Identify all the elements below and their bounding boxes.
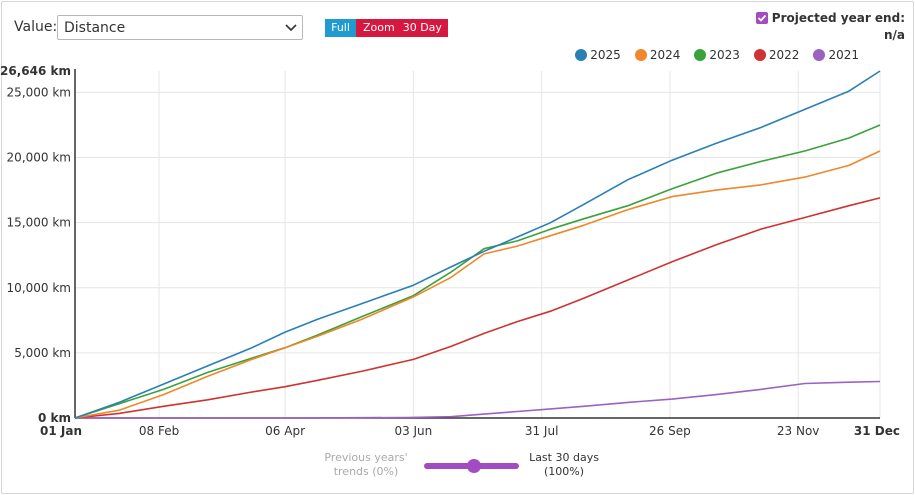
x-tick-label: 01 Jan	[40, 424, 82, 438]
x-tick-label: 03 Jun	[394, 424, 432, 438]
series-line-2025	[74, 70, 881, 419]
metric-select-value: Distance	[64, 20, 126, 36]
projected-checkbox[interactable]	[755, 12, 768, 24]
slider-right-line-1: Last 30 days	[529, 451, 599, 464]
x-tick-label: 31 Dec	[854, 424, 900, 438]
legend-label: 2023	[709, 48, 740, 62]
legend-dot-icon	[694, 49, 707, 61]
legend-dot-icon	[575, 49, 588, 61]
x-tick-label: 06 Apr	[265, 424, 305, 438]
zoom-button[interactable]: Zoom	[356, 19, 399, 37]
x-tick-label: 26 Sep	[649, 424, 691, 438]
legend-item-2021[interactable]: 2021	[813, 48, 859, 62]
y-tick-label: 10,000 km	[7, 281, 71, 295]
legend-dot-icon	[753, 49, 766, 61]
legend-label: 2025	[590, 48, 621, 62]
slider-right-label: Last 30 days (100%)	[519, 451, 609, 479]
y-tick-label: 20,000 km	[7, 151, 71, 165]
legend-item-2022[interactable]: 2022	[753, 48, 800, 62]
series-line-2022	[74, 197, 881, 419]
slider-right-line-2: (100%)	[543, 465, 585, 478]
y-max-label: 26,646 km	[0, 64, 71, 78]
legend-label: 2022	[768, 48, 800, 62]
legend-item-2023[interactable]: 2023	[694, 48, 740, 62]
series-line-2021	[75, 380, 881, 419]
legend-item-2025[interactable]: 2025	[575, 48, 621, 62]
slider-left-label: Previous years' trends (0%)	[318, 451, 414, 479]
slider-left-line-1: Previous years'	[324, 451, 408, 464]
metric-select[interactable]: Distance	[57, 15, 303, 40]
legend-label: 2024	[649, 48, 681, 62]
thirty-day-button[interactable]: 30 Day	[398, 19, 448, 37]
projected-value: n/a	[883, 28, 905, 42]
slider-left-line-2: trends (0%)	[333, 465, 399, 478]
series-line-2024	[74, 150, 881, 419]
y-tick-label: 25,000 km	[7, 85, 71, 99]
series-line-2023	[74, 124, 881, 419]
x-tick-label: 23 Nov	[777, 424, 820, 438]
x-tick-label: 31 Jul	[525, 424, 559, 438]
full-button[interactable]: Full	[325, 19, 356, 37]
legend-item-2024[interactable]: 2024	[634, 48, 681, 62]
projected-year-end: Projected year end: n/a	[755, 11, 905, 42]
legend-dot-icon	[813, 49, 826, 61]
x-tick-label: 08 Feb	[139, 424, 179, 438]
legend-dot-icon	[634, 49, 647, 61]
trend-slider[interactable]	[424, 459, 519, 473]
projected-label: Projected year end:	[771, 11, 905, 25]
y-tick-label: 5,000 km	[14, 346, 71, 360]
slider-thumb[interactable]	[467, 459, 481, 473]
chevron-down-icon	[285, 24, 297, 32]
y-tick-label: 0 km	[38, 411, 71, 425]
value-label: Value:	[14, 19, 58, 35]
checkmark-icon	[757, 14, 766, 22]
range-buttons: Full Zoom 30 Day	[325, 19, 448, 37]
chart-legend: 2025 2024 2023 2022 2021	[561, 48, 859, 62]
legend-label: 2021	[828, 48, 859, 62]
y-tick-label: 15,000 km	[7, 216, 71, 230]
